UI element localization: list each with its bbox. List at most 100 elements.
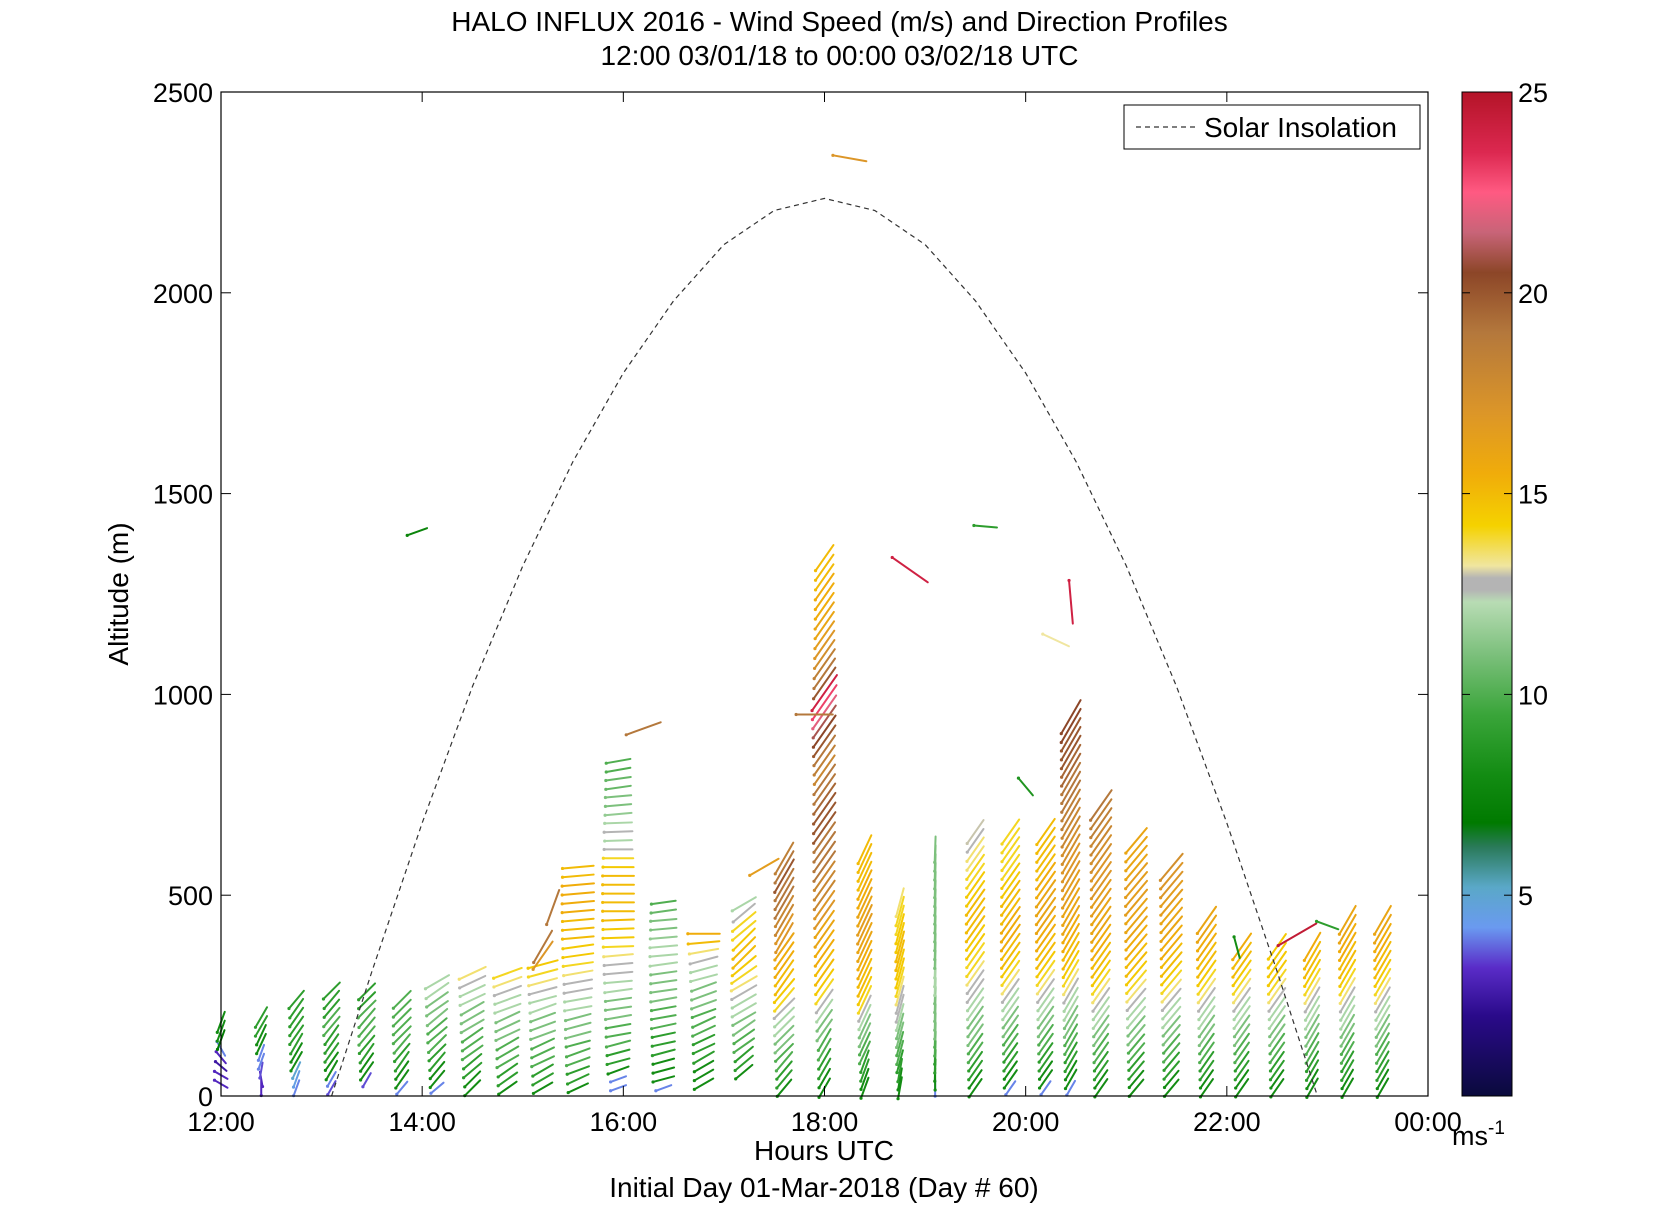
barb-head (1338, 967, 1342, 971)
barb-head (1000, 842, 1004, 846)
barb-shaft (858, 1040, 871, 1065)
wind-barb (1233, 1050, 1250, 1073)
barb-shaft (462, 1053, 483, 1070)
barb-shaft (255, 1032, 267, 1055)
barb-head (604, 1026, 608, 1030)
wind-barb (1001, 1032, 1019, 1056)
barb-head (688, 962, 692, 966)
barb-head (603, 795, 608, 800)
wind-barb (1060, 788, 1081, 823)
wind-barb (563, 1021, 592, 1032)
barb-shaft (1374, 995, 1391, 1022)
wind-barb (527, 986, 558, 997)
barb-head (1035, 869, 1039, 873)
wind-barb (1124, 933, 1148, 961)
barb-shaft (1061, 869, 1081, 901)
wind-barb (773, 1024, 795, 1046)
wind-barb (894, 930, 905, 964)
barb-head (933, 1010, 937, 1015)
barb-head (894, 914, 898, 919)
barb-shaft (731, 955, 757, 977)
wind-barb (605, 1048, 631, 1058)
barb-head (933, 860, 937, 864)
wind-barb (651, 1066, 676, 1075)
barb-head (890, 555, 894, 560)
wind-barb (814, 978, 835, 1006)
barb-shaft (1089, 816, 1113, 848)
wind-barb (393, 1050, 410, 1073)
wind-barb (463, 1070, 482, 1089)
barb-head (601, 856, 605, 860)
wind-barb (1162, 1069, 1180, 1090)
barb-head (1090, 975, 1094, 979)
wind-barb (358, 1052, 375, 1073)
wind-barb (601, 891, 635, 896)
barb-head (1000, 913, 1004, 917)
wind-barb (1159, 897, 1183, 926)
barb-head (729, 989, 733, 993)
wind-barb (856, 886, 873, 919)
barb-shaft (1061, 815, 1081, 849)
wind-barb (817, 1057, 832, 1081)
wind-barb (392, 1033, 411, 1055)
wind-barb (965, 819, 985, 846)
barb-head (731, 966, 735, 970)
barb-shaft (897, 1067, 903, 1091)
wind-barb (1197, 987, 1216, 1013)
barb-head (1001, 1009, 1005, 1013)
barb-head (1337, 941, 1341, 945)
barb-shaft (1093, 1078, 1109, 1098)
barb-shaft (1340, 1041, 1355, 1065)
barb-head (1231, 984, 1235, 988)
wind-barb (1092, 1032, 1110, 1056)
barb-head (810, 718, 815, 722)
barb-shaft (1162, 1033, 1181, 1055)
wind-barb (1304, 1022, 1320, 1048)
wind-barb (812, 724, 837, 759)
barb-head (1159, 896, 1163, 900)
wind-barb (1340, 1068, 1354, 1091)
wind-barb (560, 900, 595, 906)
wind-barb (1090, 941, 1112, 970)
wind-barb (1061, 914, 1080, 945)
barb-head (649, 1027, 654, 1031)
barb-shaft (565, 1056, 591, 1067)
wind-barb (560, 891, 595, 897)
barb-shaft (1198, 1032, 1215, 1055)
wind-barb (813, 938, 835, 968)
barb-shaft (1062, 950, 1080, 979)
wind-barb (1060, 797, 1081, 832)
barb-head (933, 1019, 937, 1023)
barb-head (1061, 906, 1065, 910)
barb-shaft (1373, 904, 1392, 936)
barb-shaft (1064, 1068, 1078, 1090)
wind-barb (394, 1060, 410, 1081)
barb-shaft (731, 993, 757, 1010)
barb-shaft (1198, 1041, 1215, 1064)
barb-shaft (494, 1010, 521, 1024)
wind-barb (965, 853, 985, 881)
barb-head (772, 1016, 776, 1021)
wind-barb (561, 943, 595, 951)
wind-barb (816, 1037, 832, 1062)
barb-head (730, 981, 734, 985)
barb-shaft (1090, 887, 1112, 918)
barb-head (1124, 851, 1128, 855)
barb-shaft (689, 955, 719, 965)
wind-barb (1373, 922, 1392, 954)
barb-shaft (326, 1071, 337, 1088)
barb-shaft (1267, 941, 1287, 969)
wind-barb (603, 794, 633, 800)
wind-barb (1036, 978, 1055, 1004)
barb-head (1059, 758, 1064, 762)
barb-head (894, 1020, 898, 1024)
barb-shaft (1036, 978, 1055, 1004)
barb-shaft (1092, 996, 1110, 1021)
wind-barb (530, 1046, 555, 1060)
wind-barb (1059, 717, 1082, 753)
colorbar-unit-exponent: -1 (1488, 1118, 1505, 1139)
barb-head (1000, 983, 1004, 987)
barb-head (1036, 1017, 1040, 1022)
x-tick-label: 20:00 (992, 1107, 1060, 1137)
